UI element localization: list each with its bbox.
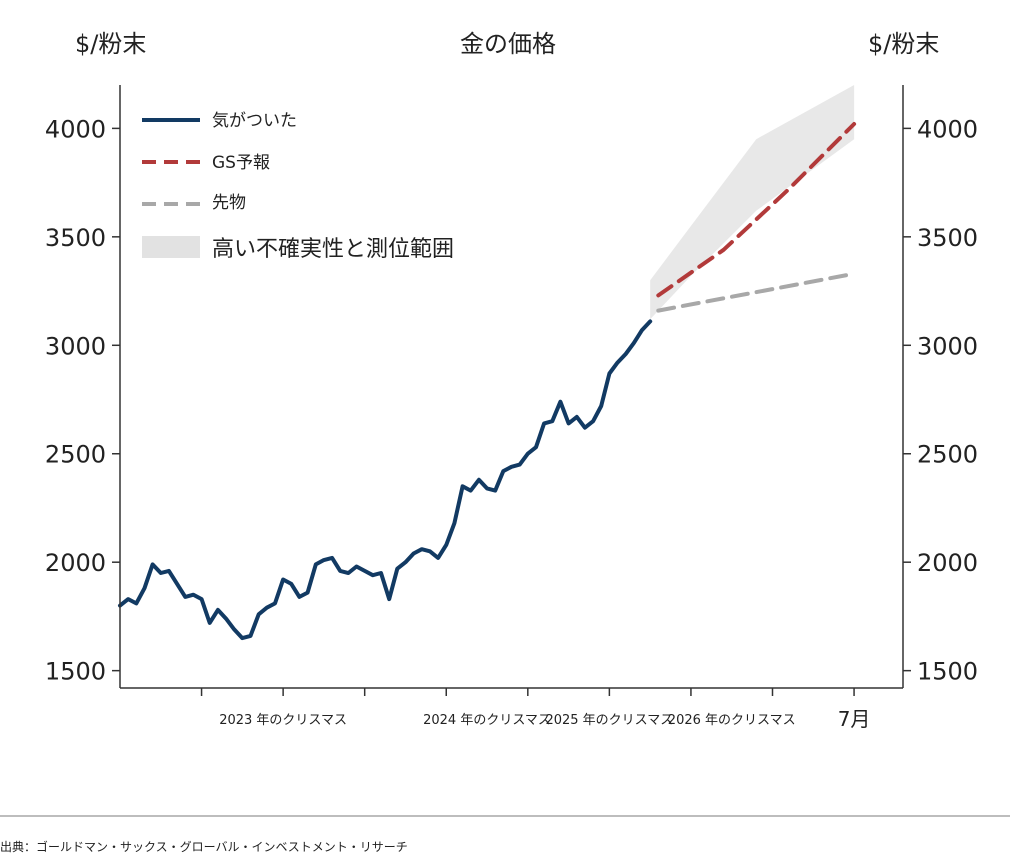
y-tick-label-left: 4000 — [45, 115, 106, 143]
chart-title: 金の価格 — [460, 30, 556, 58]
x-tick-label: 2024 年のクリスマス — [423, 713, 551, 728]
y-tick-label-left: 3000 — [45, 332, 106, 360]
y-tick-label-right: 2000 — [917, 549, 978, 577]
series-line-layer — [118, 122, 857, 641]
series-band-uncertainty — [650, 85, 855, 320]
right-y-unit: $/粉末 — [868, 30, 939, 58]
gold-price-chart: $/粉末 金の価格 $/粉末 1500 1500 2000 2000 2500 2500 3… — [45, 30, 978, 731]
legend-label-uncertainty: 高い不確実性と測位範囲 — [212, 237, 454, 262]
source-note: 出典：ゴールドマン・サックス・グローバル・インベストメント・リサーチ — [0, 840, 408, 854]
legend-swatch-uncertainty — [142, 236, 200, 258]
series-line-1 — [656, 122, 857, 298]
legend-label-gs-forecast: GS予報 — [212, 153, 270, 173]
legend-label-actual: 気がついた — [212, 111, 297, 131]
y-tick-label-right: 3500 — [917, 224, 978, 252]
x-tick-label: 7月 — [838, 707, 871, 731]
x-tick-label: 2026 年のクリスマス — [668, 713, 796, 728]
footer-divider — [0, 815, 1010, 817]
y-tick-label-left: 2500 — [45, 441, 106, 469]
y-tick-label-right: 4000 — [917, 115, 978, 143]
y-tick-label-left: 2000 — [45, 549, 106, 577]
x-tick-label: 2023 年のクリスマス — [219, 713, 347, 728]
series-line-0 — [118, 319, 653, 641]
axis-tick-layer: 1500 1500 2000 2000 2500 2500 3000 3000 3500 3500… — [45, 115, 978, 731]
y-tick-label-right: 1500 — [917, 658, 978, 686]
y-tick-label-left: 3500 — [45, 224, 106, 252]
x-tick-label: 2025 年のクリスマス — [545, 713, 673, 728]
y-tick-label-right: 2500 — [917, 441, 978, 469]
legend-label-futures: 先物 — [212, 193, 246, 213]
left-y-unit: $/粉末 — [75, 30, 146, 58]
uncertainty-band-layer — [650, 85, 855, 320]
y-tick-label-right: 3000 — [917, 332, 978, 360]
y-tick-label-left: 1500 — [45, 658, 106, 686]
legend: 気がついた GS予報 先物 高い不確実性と測位範囲 — [142, 111, 454, 262]
series-line-2 — [656, 271, 857, 313]
